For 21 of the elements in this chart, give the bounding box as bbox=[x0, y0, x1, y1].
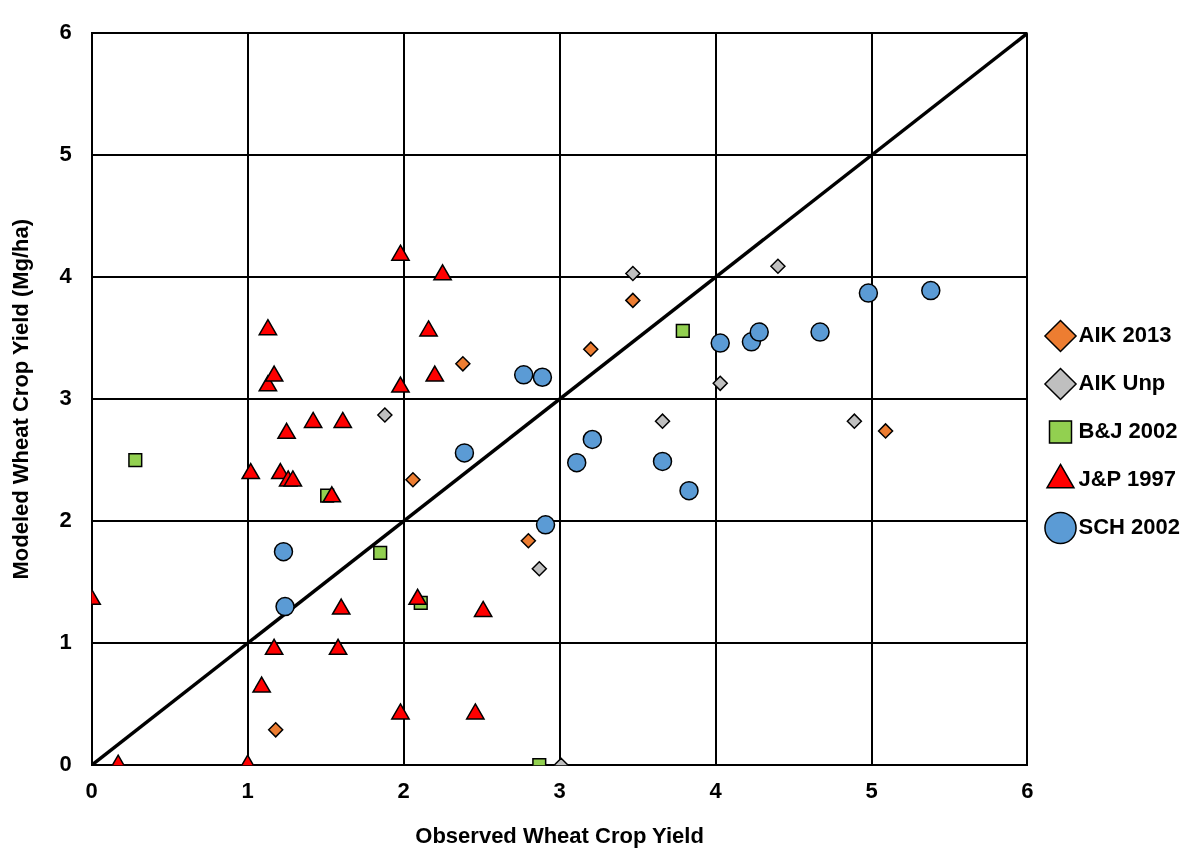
legend-label: J&P 1997 bbox=[1078, 466, 1176, 492]
legend-label: SCH 2002 bbox=[1078, 514, 1181, 540]
y-tick-label: 6 bbox=[59, 19, 72, 45]
x-axis-title: Observed Wheat Crop Yield bbox=[415, 822, 704, 848]
y-tick-label: 3 bbox=[59, 385, 72, 411]
y-tick-label: 4 bbox=[59, 263, 73, 289]
y-tick-label: 1 bbox=[59, 629, 72, 655]
y-tick-label: 5 bbox=[59, 141, 72, 167]
legend-label: AIK 2013 bbox=[1078, 322, 1172, 348]
legend-label: B&J 2002 bbox=[1078, 418, 1178, 444]
x-tick-label: 1 bbox=[241, 778, 254, 804]
x-tick-label: 0 bbox=[85, 778, 98, 804]
y-tick-label: 0 bbox=[59, 751, 72, 777]
x-tick-label: 5 bbox=[865, 778, 878, 804]
y-axis-title: Modeled Wheat Crop Yield (Mg/ha) bbox=[8, 218, 34, 580]
x-tick-label: 2 bbox=[397, 778, 410, 804]
x-tick-label: 4 bbox=[709, 778, 723, 804]
legend-label: AIK Unp bbox=[1078, 370, 1166, 396]
x-tick-label: 3 bbox=[553, 778, 566, 804]
y-tick-label: 2 bbox=[59, 507, 72, 533]
x-tick-label: 6 bbox=[1021, 778, 1034, 804]
